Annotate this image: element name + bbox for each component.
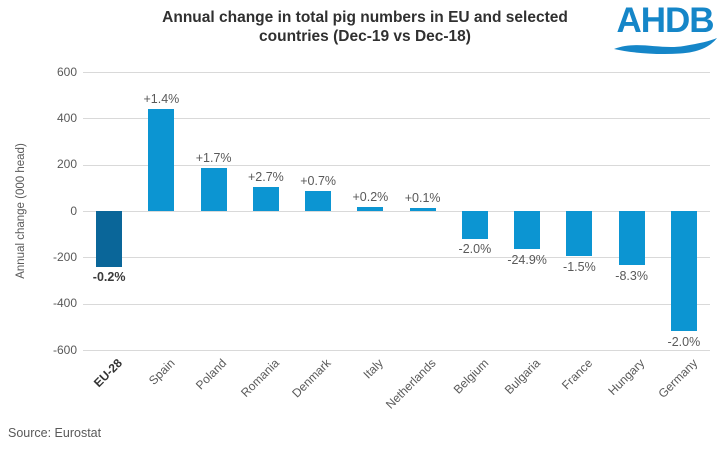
x-axis-label: France <box>558 356 596 393</box>
bar <box>200 168 227 211</box>
x-axis-label: Germany <box>654 356 700 401</box>
x-axis-label: Spain <box>145 356 178 388</box>
x-axis-label: Romania <box>237 356 282 400</box>
y-tick-label: 600 <box>56 64 77 79</box>
bar-value-label: -0.2% <box>92 270 126 285</box>
y-gridline <box>83 303 710 305</box>
bar-value-label: -2.0% <box>458 242 492 257</box>
bar-value-label: -24.9% <box>507 252 547 267</box>
x-axis-label: Belgium <box>450 356 491 397</box>
bar-value-label: +0.7% <box>300 174 337 189</box>
chart-title: Annual change in total pig numbers in EU… <box>55 8 675 46</box>
bar <box>357 206 384 211</box>
y-tick-label: -200 <box>52 249 77 264</box>
ahdb-wave-icon <box>614 38 717 54</box>
bar <box>670 211 697 332</box>
bar-value-label: +0.1% <box>404 191 441 206</box>
y-gridline <box>83 350 710 351</box>
bar-value-label: +0.2% <box>352 189 389 204</box>
y-gridline <box>83 118 710 120</box>
bar <box>514 211 541 250</box>
source-note: Source: Eurostat <box>8 426 102 440</box>
bar-value-label: +2.7% <box>247 169 284 184</box>
chart-title-line1: Annual change in total pig numbers in EU… <box>162 9 568 26</box>
bar-value-label: -2.0% <box>667 334 701 349</box>
bar <box>618 211 645 266</box>
x-axis-label: Netherlands <box>382 356 439 412</box>
y-tick-label: 0 <box>70 203 77 218</box>
x-axis-label: EU-28 <box>91 356 126 390</box>
bar <box>148 109 175 211</box>
y-tick-label: 400 <box>56 110 77 125</box>
x-axis-label: Bulgaria <box>501 356 544 398</box>
x-axis-label: Denmark <box>289 356 335 401</box>
bar <box>305 191 332 211</box>
bar <box>409 208 436 211</box>
bar <box>252 186 279 211</box>
bar-value-label: +1.4% <box>143 92 180 107</box>
y-tick-label: -600 <box>52 342 77 357</box>
bar-value-label: -8.3% <box>615 268 648 283</box>
bar <box>461 211 488 239</box>
x-axis-label: Poland <box>193 356 230 393</box>
ahdb-logo: AHDB <box>612 1 718 55</box>
y-gridline <box>83 164 710 166</box>
y-gridline <box>83 211 710 212</box>
bar <box>96 211 123 267</box>
bar <box>566 211 593 257</box>
y-tick-label: -400 <box>52 296 77 311</box>
bar-value-label: +1.7% <box>195 151 232 166</box>
bar-value-label: -1.5% <box>563 259 596 274</box>
x-axis-label: Italy <box>360 356 387 382</box>
y-gridline <box>83 257 710 259</box>
y-gridline <box>83 72 710 73</box>
ahdb-logo-text: AHDB <box>616 1 714 40</box>
y-tick-label: 200 <box>56 157 77 172</box>
x-axis-label: Hungary <box>605 356 648 398</box>
chart-title-line2: countries (Dec-19 vs Dec-18) <box>259 28 471 45</box>
